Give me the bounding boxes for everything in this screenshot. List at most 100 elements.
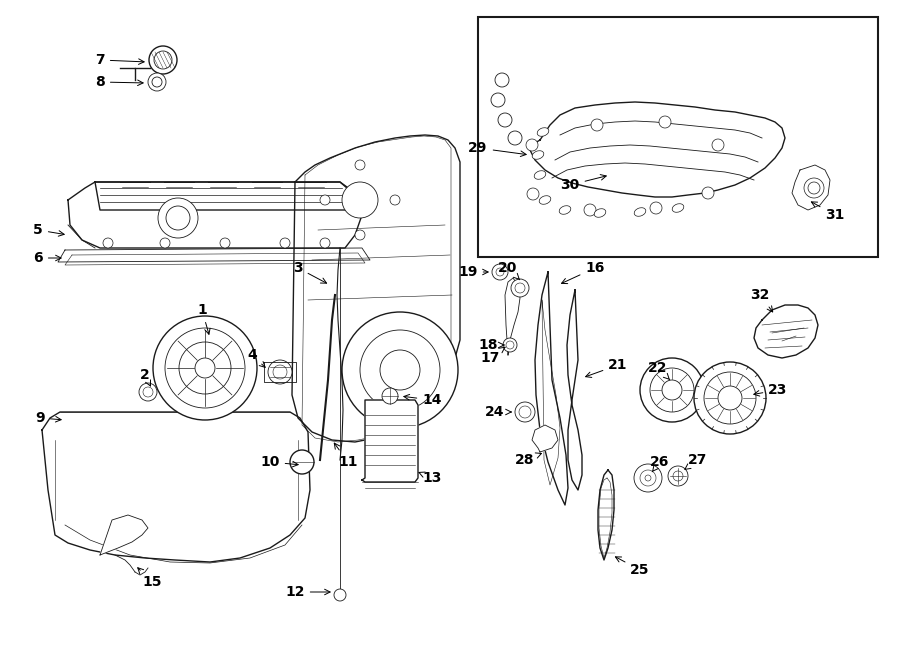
Ellipse shape (535, 171, 545, 179)
Circle shape (103, 238, 113, 248)
Circle shape (495, 73, 509, 87)
Polygon shape (567, 290, 582, 490)
Circle shape (158, 198, 198, 238)
Circle shape (519, 406, 531, 418)
Circle shape (650, 368, 694, 412)
Polygon shape (95, 182, 355, 210)
Text: 12: 12 (285, 585, 330, 599)
Text: 19: 19 (458, 265, 488, 279)
Circle shape (355, 230, 365, 240)
Circle shape (659, 116, 671, 128)
Circle shape (342, 182, 378, 218)
Circle shape (591, 119, 603, 131)
Text: 5: 5 (33, 223, 64, 237)
Circle shape (650, 202, 662, 214)
Text: 32: 32 (751, 288, 773, 312)
Text: 14: 14 (404, 393, 442, 407)
Ellipse shape (559, 206, 571, 214)
Circle shape (527, 188, 539, 200)
Text: 30: 30 (561, 175, 607, 192)
Text: 8: 8 (95, 75, 143, 89)
Text: 15: 15 (138, 568, 162, 589)
Circle shape (160, 238, 170, 248)
Circle shape (491, 93, 505, 107)
Text: 13: 13 (418, 471, 442, 485)
Circle shape (290, 450, 314, 474)
Ellipse shape (594, 209, 606, 217)
Circle shape (506, 341, 514, 349)
Circle shape (702, 187, 714, 199)
Polygon shape (68, 182, 362, 248)
Circle shape (668, 466, 688, 486)
Circle shape (342, 312, 458, 428)
Text: 21: 21 (586, 358, 628, 377)
Circle shape (584, 204, 596, 216)
Circle shape (662, 380, 682, 400)
Circle shape (320, 195, 330, 205)
Circle shape (508, 131, 522, 145)
Circle shape (694, 362, 766, 434)
Text: 25: 25 (616, 557, 650, 577)
Circle shape (139, 383, 157, 401)
Text: 29: 29 (468, 141, 526, 157)
Polygon shape (505, 278, 520, 355)
Circle shape (640, 470, 656, 486)
Circle shape (220, 238, 230, 248)
Text: 6: 6 (33, 251, 61, 265)
Polygon shape (58, 248, 370, 262)
Text: 7: 7 (95, 53, 144, 67)
Circle shape (153, 316, 257, 420)
Text: 31: 31 (812, 202, 845, 222)
Circle shape (148, 73, 166, 91)
Text: 20: 20 (499, 261, 520, 280)
Circle shape (634, 464, 662, 492)
Circle shape (355, 160, 365, 170)
Circle shape (360, 330, 440, 410)
Circle shape (673, 471, 683, 481)
Circle shape (334, 589, 346, 601)
Circle shape (718, 386, 742, 410)
Circle shape (382, 388, 398, 404)
Text: 16: 16 (562, 261, 605, 284)
Circle shape (268, 360, 292, 384)
Circle shape (166, 206, 190, 230)
Text: 28: 28 (515, 453, 542, 467)
Circle shape (195, 358, 215, 378)
Circle shape (496, 268, 504, 276)
Circle shape (515, 283, 525, 293)
Text: 11: 11 (334, 443, 358, 469)
Text: 26: 26 (651, 455, 670, 472)
Ellipse shape (539, 196, 551, 204)
Ellipse shape (672, 204, 684, 212)
Ellipse shape (532, 151, 544, 159)
Circle shape (645, 475, 651, 481)
Polygon shape (362, 400, 418, 482)
Text: 9: 9 (35, 411, 61, 425)
Circle shape (511, 279, 529, 297)
Circle shape (492, 264, 508, 280)
Circle shape (380, 350, 420, 390)
Circle shape (515, 402, 535, 422)
Text: 23: 23 (754, 383, 788, 397)
Polygon shape (292, 135, 460, 442)
Polygon shape (42, 412, 310, 562)
Circle shape (165, 328, 245, 408)
Polygon shape (792, 165, 830, 210)
Circle shape (273, 365, 287, 379)
Text: 10: 10 (260, 455, 298, 469)
Circle shape (526, 139, 538, 151)
Polygon shape (535, 272, 568, 505)
Circle shape (808, 182, 820, 194)
Circle shape (704, 372, 756, 424)
Polygon shape (100, 515, 148, 555)
Circle shape (804, 178, 824, 198)
Circle shape (149, 46, 177, 74)
Circle shape (152, 77, 162, 87)
Polygon shape (532, 425, 558, 452)
Circle shape (179, 342, 231, 394)
Circle shape (712, 139, 724, 151)
Text: 2: 2 (140, 368, 150, 386)
Text: 24: 24 (485, 405, 511, 419)
Circle shape (640, 358, 704, 422)
Circle shape (280, 238, 290, 248)
